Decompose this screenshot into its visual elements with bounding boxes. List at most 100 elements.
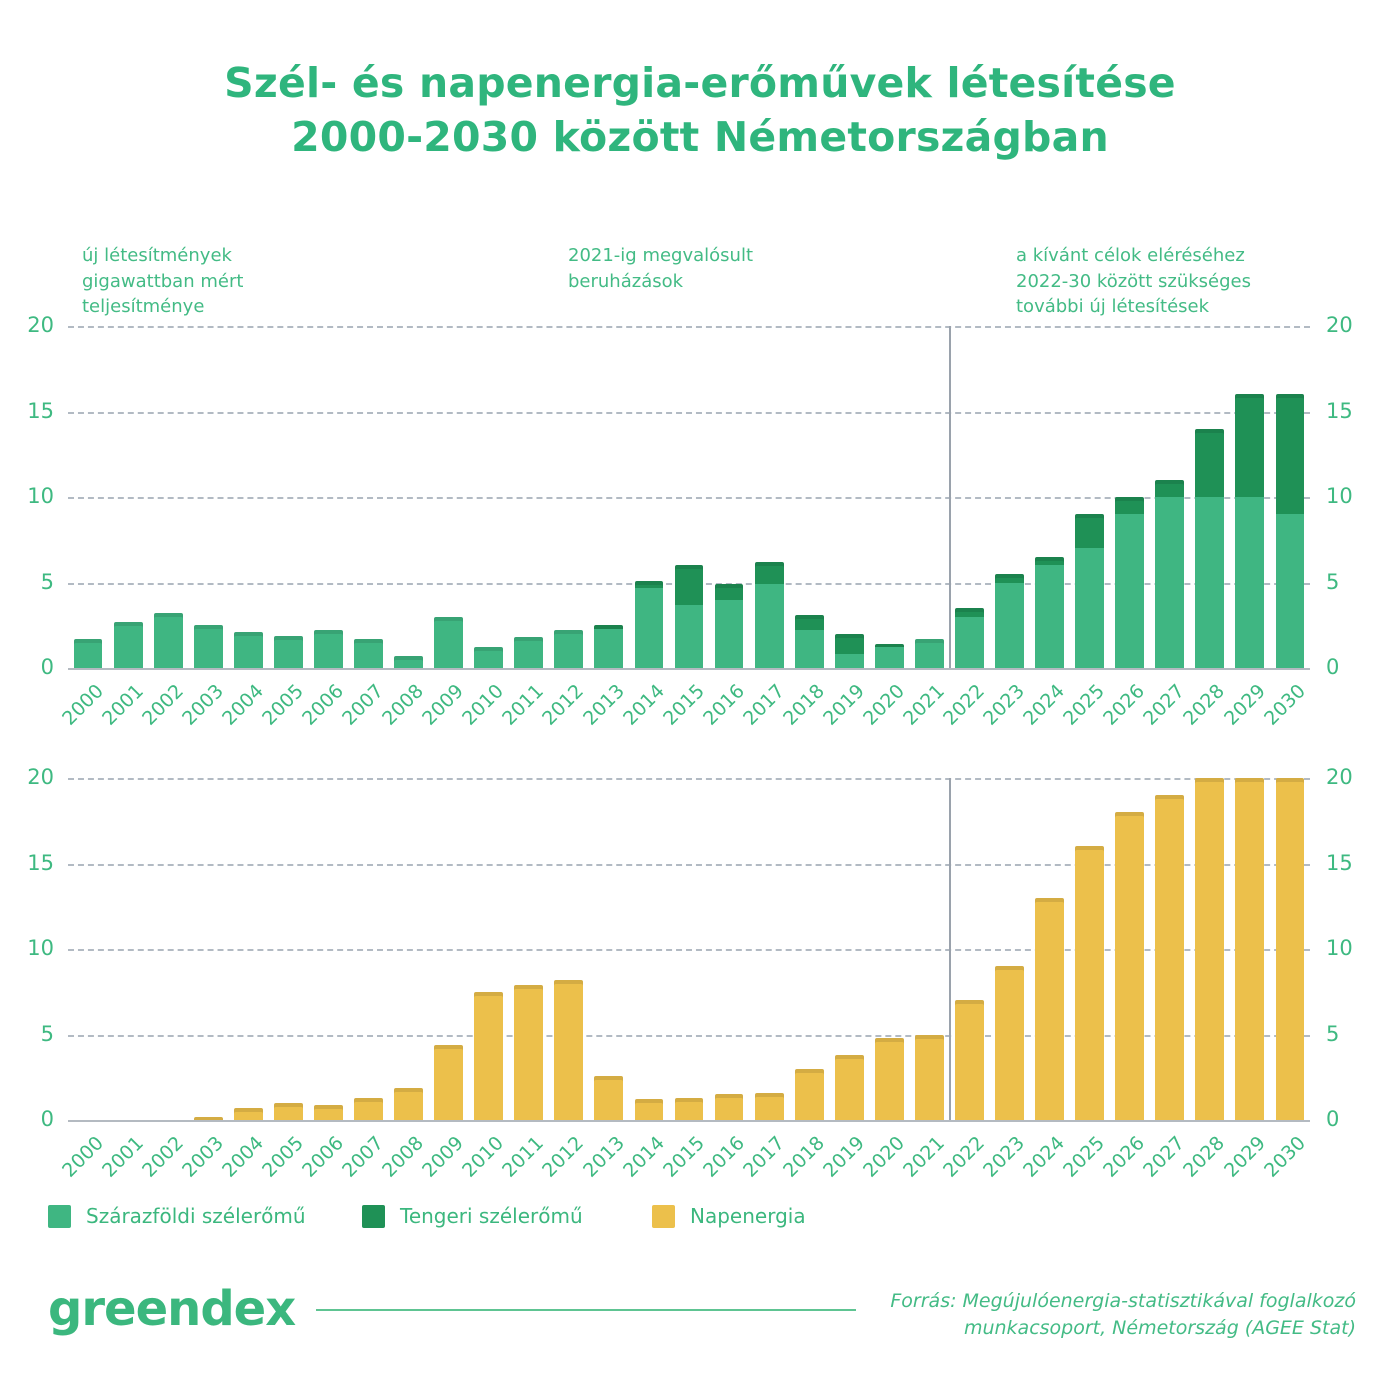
- x-tick-label-2001: 2001: [97, 680, 148, 730]
- bar-wind-2013-0: [594, 628, 624, 668]
- x-tick-label-2021: 2021: [899, 680, 949, 730]
- y-tick-label-right-20: 20: [1326, 313, 1353, 338]
- gridline-15: [68, 411, 1310, 414]
- bar-wind-2002-0: [153, 613, 183, 668]
- bar-solar-2015-0: [674, 1097, 704, 1120]
- x-tick-label-2020: 2020: [859, 680, 909, 730]
- x-tick-label-2018: 2018: [778, 680, 829, 730]
- bar-solar-2004-0: [233, 1108, 263, 1120]
- x-tick-label-2019: 2019: [819, 1132, 869, 1182]
- bar-solar-2030-0: [1275, 778, 1305, 1120]
- y-tick-label-left-20: 20: [27, 313, 54, 338]
- period-divider-line: [949, 778, 952, 1120]
- solar-swatch-icon: [652, 1204, 675, 1228]
- x-tick-label-2003: 2003: [178, 1132, 228, 1182]
- bar-solar-2029-0: [1235, 778, 1265, 1120]
- bar-solar-2024-0: [1035, 897, 1064, 1120]
- bar-wind-2015-0: [674, 604, 704, 668]
- bar-wind-2027-0: [1155, 497, 1185, 668]
- wind-chart-plot-area: 0 0 5 5 10 10 15 15 20 20 2000 2001 2002 2003 2004 2005…: [27, 313, 1352, 730]
- bar-wind-2017-1: [754, 562, 784, 585]
- bar-wind-2015-1: [674, 565, 704, 605]
- y-tick-label-left-0: 0: [40, 1107, 54, 1132]
- bar-wind-2016-0: [714, 599, 744, 668]
- bar-wind-2013-1: [594, 625, 624, 629]
- bar-solar-2022-0: [955, 1000, 984, 1120]
- bar-wind-2018-1: [794, 615, 824, 631]
- bar-wind-2004-0: [233, 632, 263, 668]
- x-tick-label-2005: 2005: [258, 680, 308, 730]
- bar-solar-2021-0: [914, 1034, 944, 1120]
- onshore-wind-swatch-icon: [48, 1204, 71, 1228]
- bar-wind-2011-0: [514, 637, 544, 668]
- x-tick-label-2018: 2018: [778, 1132, 829, 1182]
- bar-wind-2018-0: [794, 630, 824, 668]
- x-tick-label-2020: 2020: [859, 1132, 909, 1182]
- y-tick-label-right-15: 15: [1326, 398, 1353, 423]
- legend-item-onshore-wind: Szárazföldi szélerőmű: [48, 1198, 306, 1234]
- bar-wind-2027-1: [1155, 479, 1185, 497]
- x-tick-label-2014: 2014: [618, 680, 669, 730]
- y-tick-label-right-10: 10: [1326, 484, 1353, 509]
- bar-wind-2023-0: [995, 582, 1024, 668]
- bar-solar-2018-0: [794, 1068, 824, 1120]
- bar-solar-2007-0: [354, 1097, 383, 1120]
- x-tick-label-2024: 2024: [1019, 680, 1070, 730]
- bar-wind-2019-1: [834, 633, 864, 655]
- bar-solar-2027-0: [1155, 795, 1185, 1120]
- annotation-targets: a kívánt célok eléréséhez 2022-30 között…: [1016, 245, 1252, 318]
- y-tick-label-left-5: 5: [40, 1021, 54, 1046]
- bar-wind-2026-1: [1115, 497, 1145, 515]
- bar-solar-2009-0: [434, 1044, 464, 1120]
- bar-wind-2009-0: [434, 616, 464, 668]
- annotation-axis-unit: új létesítmények gigawattban mért teljes…: [82, 245, 244, 318]
- x-tick-label-2014: 2014: [618, 1132, 669, 1182]
- bar-solar-2011-0: [514, 984, 544, 1120]
- y-tick-label-right-10: 10: [1326, 936, 1353, 961]
- x-tick-label-2016: 2016: [698, 1132, 749, 1182]
- x-tick-label-2025: 2025: [1059, 680, 1110, 730]
- x-tick-label-2013: 2013: [578, 680, 629, 730]
- bar-wind-2029-0: [1235, 497, 1265, 668]
- x-tick-label-2022: 2022: [939, 1132, 989, 1182]
- y-tick-label-left-5: 5: [40, 569, 54, 594]
- x-tick-label-2004: 2004: [218, 680, 268, 730]
- bar-solar-2025-0: [1075, 846, 1105, 1120]
- x-tick-label-2021: 2021: [899, 1132, 949, 1182]
- bar-wind-2025-0: [1075, 548, 1105, 668]
- x-tick-label-2028: 2028: [1179, 680, 1230, 730]
- x-tick-label-2012: 2012: [538, 680, 589, 730]
- bar-wind-2019-0: [834, 654, 864, 668]
- x-tick-label-2025: 2025: [1059, 1132, 1110, 1182]
- bar-wind-2028-1: [1195, 428, 1225, 497]
- x-tick-label-2030: 2030: [1259, 1132, 1310, 1182]
- bar-wind-2003-0: [193, 625, 223, 668]
- y-tick-label-right-15: 15: [1326, 850, 1353, 875]
- x-tick-label-2017: 2017: [738, 1132, 789, 1182]
- x-tick-label-2015: 2015: [658, 680, 709, 730]
- legend-item-solar: Napenergia: [652, 1198, 806, 1234]
- bar-wind-2024-0: [1035, 565, 1064, 668]
- bar-wind-2029-1: [1235, 394, 1265, 497]
- x-tick-label-2009: 2009: [418, 1132, 469, 1182]
- bar-wind-2030-0: [1275, 514, 1305, 668]
- x-tick-label-2029: 2029: [1219, 680, 1270, 730]
- page-title-line-2: 2000-2030 között Németországban: [291, 113, 1109, 162]
- x-tick-label-2001: 2001: [97, 1132, 148, 1182]
- x-tick-label-2023: 2023: [979, 680, 1030, 730]
- x-tick-label-2003: 2003: [178, 680, 228, 730]
- bar-solar-2013-0: [594, 1075, 624, 1120]
- y-tick-label-right-5: 5: [1326, 569, 1340, 594]
- page-title: Szél- és napenergia-erőművek létesítése …: [0, 56, 1400, 164]
- y-tick-label-left-10: 10: [27, 936, 54, 961]
- bar-wind-2020-0: [874, 647, 904, 668]
- x-tick-label-2006: 2006: [298, 1132, 348, 1182]
- bar-wind-2001-0: [113, 621, 143, 668]
- bar-wind-2024-1: [1035, 556, 1064, 566]
- bar-solar-2028-0: [1195, 778, 1225, 1120]
- bar-wind-2020-1: [874, 644, 904, 648]
- x-tick-label-2010: 2010: [458, 1132, 509, 1182]
- y-tick-label-left-0: 0: [40, 655, 54, 680]
- x-tick-label-2009: 2009: [418, 680, 469, 730]
